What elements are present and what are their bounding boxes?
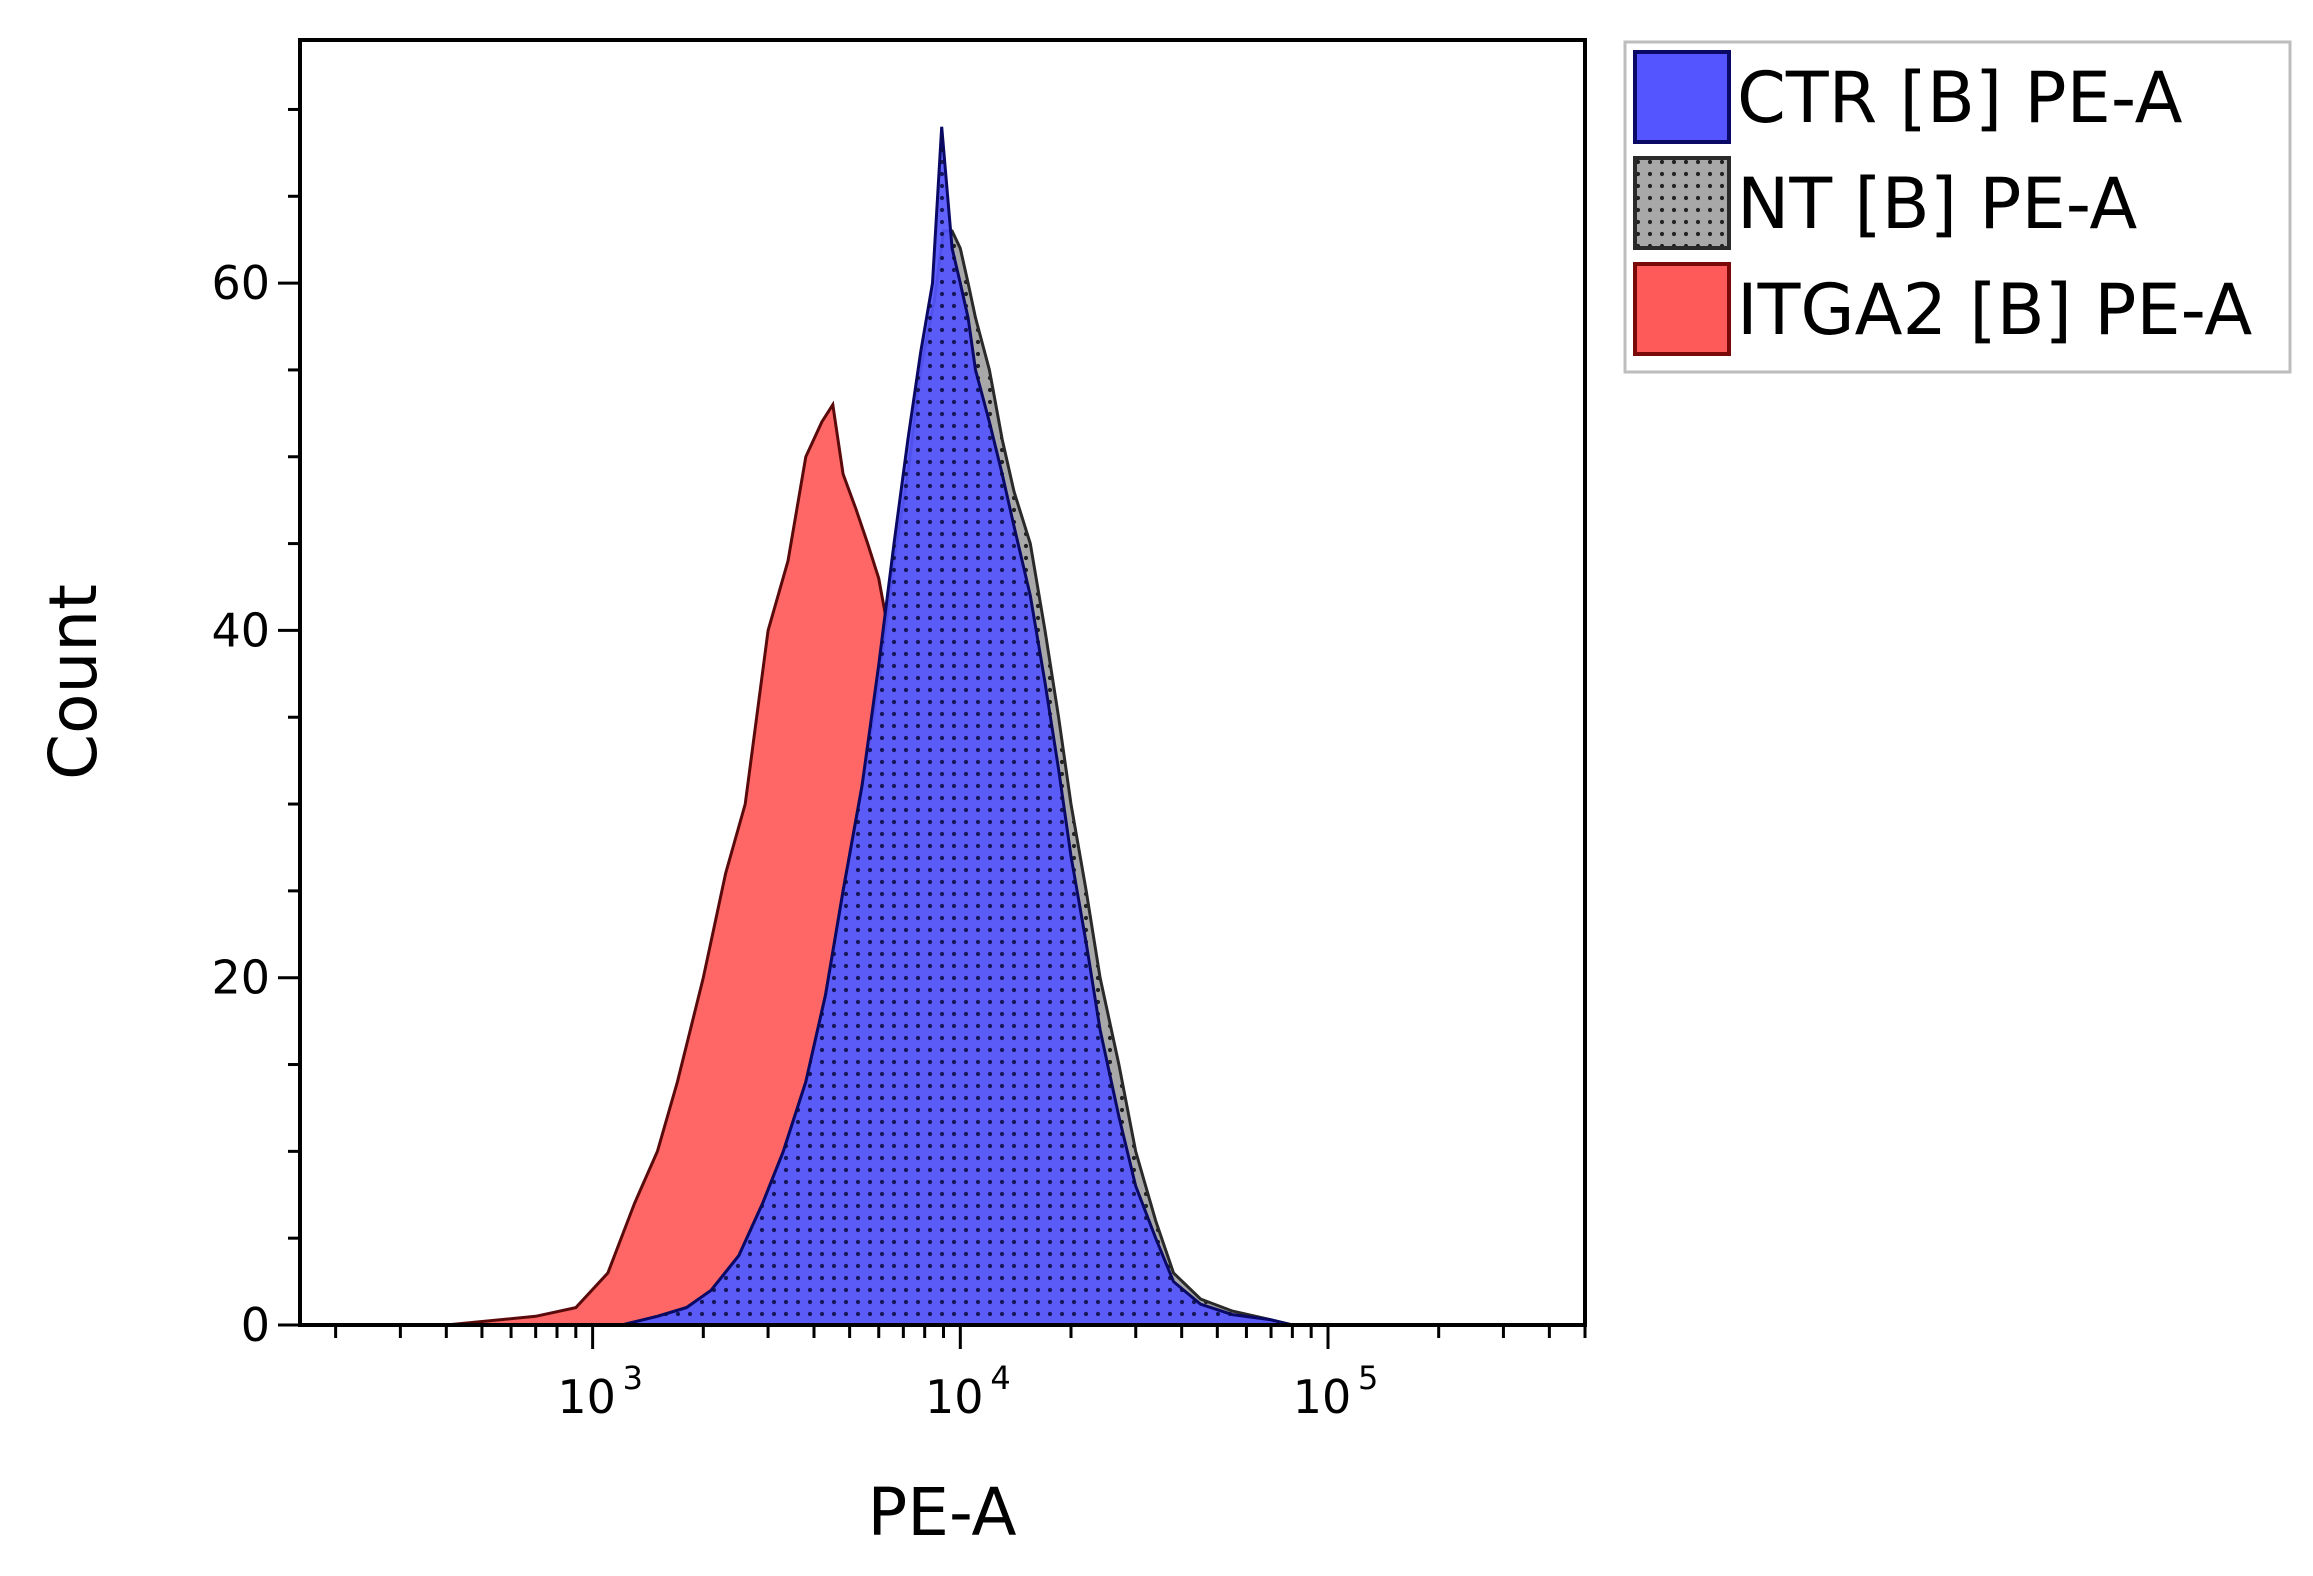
x-tick-exponent: 3 (623, 1359, 643, 1397)
y-tick-label: 60 (211, 256, 270, 310)
legend-label: NT [B] PE-A (1737, 163, 2137, 245)
y-tick-label: 0 (241, 1298, 270, 1352)
legend-label: CTR [B] PE-A (1737, 57, 2183, 139)
x-tick-label: 10 (557, 1370, 616, 1424)
legend-label: ITGA2 [B] PE-A (1737, 269, 2252, 351)
legend-swatch (1633, 156, 1731, 250)
legend-swatch (1633, 262, 1731, 356)
y-axis-title: Count (35, 584, 112, 780)
x-axis-title: PE-A (867, 1474, 1016, 1551)
legend-swatch (1633, 50, 1731, 144)
legend-box (1623, 40, 2292, 374)
x-tick-exponent: 4 (990, 1359, 1010, 1397)
y-tick-label: 40 (211, 603, 270, 657)
y-tick-label: 20 (211, 951, 270, 1005)
y-axis-ticks: 0 20 40 60 (211, 107, 300, 1352)
x-axis-ticks: 10 3 10 4 10 5 (334, 1325, 1587, 1424)
legend: CTR [B] PE-A NT [B] PE-A ITGA2 [B] PE-A (1623, 40, 2292, 374)
x-tick-label: 10 (1293, 1370, 1352, 1424)
x-tick-exponent: 5 (1358, 1359, 1378, 1397)
x-tick-label: 10 (925, 1370, 984, 1424)
series-ctr-dot-overlay (621, 126, 1293, 1325)
